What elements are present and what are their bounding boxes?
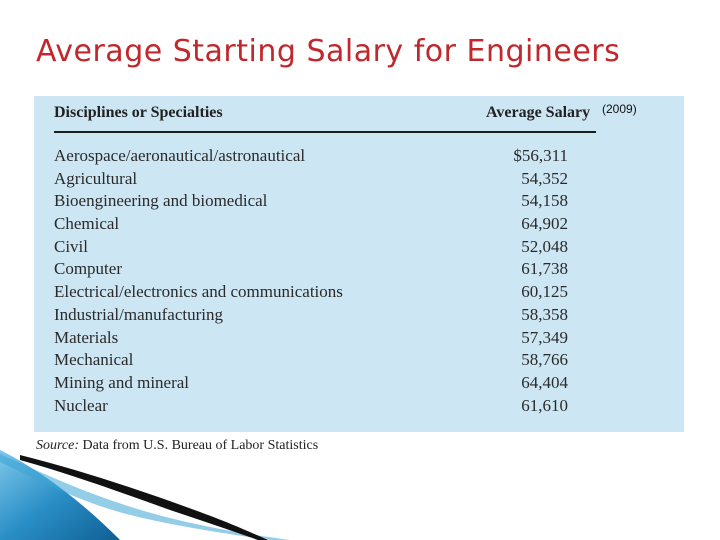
source-label: Source: — [36, 438, 80, 453]
discipline-cell: Civil — [54, 236, 89, 256]
table-row: Agricultural 54,352 — [34, 169, 684, 192]
source-note: Source: Data from U.S. Bureau of Labor S… — [36, 438, 318, 454]
table-row: Industrial/manufacturing 58,358 — [34, 305, 684, 328]
salary-cell: 60,125 — [521, 282, 568, 302]
table-row: Bioengineering and biomedical 54,158 — [34, 191, 684, 214]
discipline-cell: Chemical — [54, 214, 120, 234]
header-rule — [54, 131, 596, 133]
table-row: Aerospace/aeronautical/astronautical $56… — [34, 146, 684, 169]
salary-table: Disciplines or Specialties Average Salar… — [34, 96, 684, 432]
salary-cell: 54,352 — [521, 168, 568, 188]
table-row: Chemical 64,902 — [34, 214, 684, 237]
salary-cell: 54,158 — [521, 191, 568, 211]
salary-cell: 57,349 — [521, 327, 568, 347]
table-row: Mining and mineral 64,404 — [34, 373, 684, 396]
header-discipline: Disciplines or Specialties — [54, 104, 223, 121]
discipline-cell: Mechanical — [54, 350, 134, 370]
salary-cell: 64,404 — [521, 372, 568, 392]
source-text: Data from U.S. Bureau of Labor Statistic… — [82, 438, 319, 453]
discipline-cell: Computer — [54, 259, 122, 279]
table-row: Materials 57,349 — [34, 328, 684, 351]
table-row: Mechanical 58,766 — [34, 350, 684, 373]
table-row: Computer 61,738 — [34, 259, 684, 282]
table-body: Aerospace/aeronautical/astronautical $56… — [34, 146, 684, 418]
discipline-cell: Materials — [54, 327, 119, 347]
table-row: Civil 52,048 — [34, 237, 684, 260]
discipline-cell: Nuclear — [54, 395, 108, 415]
year-note: (2009) — [602, 102, 637, 116]
table-row: Electrical/electronics and communication… — [34, 282, 684, 305]
salary-cell: 64,902 — [521, 214, 568, 234]
salary-cell: 61,610 — [521, 395, 568, 415]
salary-cell: 58,358 — [521, 304, 568, 324]
slide-title: Average Starting Salary for Engineers — [36, 34, 621, 69]
salary-cell: 61,738 — [521, 259, 568, 279]
salary-cell: 52,048 — [521, 236, 568, 256]
header-salary: Average Salary — [486, 104, 591, 121]
salary-cell: 58,766 — [521, 350, 568, 370]
salary-cell: $56,311 — [513, 146, 568, 165]
discipline-cell: Bioengineering and biomedical — [54, 191, 268, 211]
discipline-cell: Industrial/manufacturing — [54, 304, 224, 324]
table-row: Nuclear 61,610 — [34, 396, 684, 419]
discipline-cell: Mining and mineral — [54, 372, 190, 392]
discipline-cell: Aerospace/aeronautical/astronautical — [54, 146, 306, 165]
discipline-cell: Electrical/electronics and communication… — [54, 282, 343, 302]
decorative-swoosh — [0, 450, 290, 540]
discipline-cell: Agricultural — [54, 168, 138, 188]
